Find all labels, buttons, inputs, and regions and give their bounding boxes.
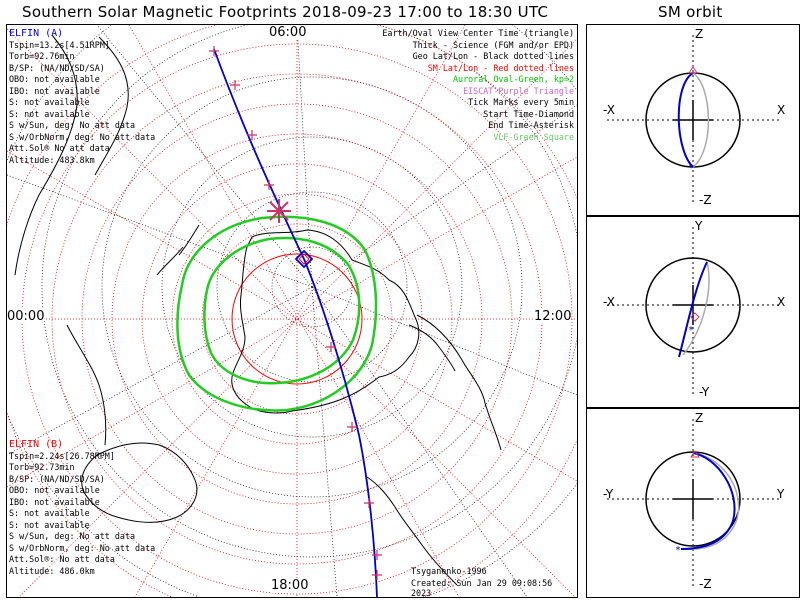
elfin-b-name: ELFIN (B) <box>9 439 64 450</box>
footprint-map <box>7 25 577 597</box>
elfin-b-info-line: S: not available <box>9 508 90 518</box>
elfin-a-info-line: S w/OrbNorm, deg: No att data <box>9 131 156 142</box>
track-tick-mark <box>347 422 357 432</box>
track-tick-mark <box>372 550 382 560</box>
svg-text:*: * <box>675 545 681 556</box>
footprint-map-panel: 06:00 00:00 12:00 18:00 Earth/Oval View … <box>6 24 578 598</box>
elfin-b-info-line: Torb=92.73min <box>9 462 75 472</box>
legend-item: Auroral Oval-Green, kp=2 <box>452 74 574 84</box>
orbit1-bottom-label: -Z <box>699 193 712 207</box>
orbit-panel-xy: * Y -Y -X X <box>586 216 800 408</box>
track-tick-mark <box>230 80 240 90</box>
time-label-top: 06:00 <box>269 25 307 40</box>
coastlines <box>14 34 502 586</box>
elfin-b-info-line: OBO: not available <box>9 485 100 495</box>
sm-latlon-grid <box>7 25 577 597</box>
orbit-panel-yz: * Z -Z -Y Y <box>586 408 800 598</box>
orbit2-top-label: Y <box>695 219 703 233</box>
svg-text:*: * <box>688 163 694 174</box>
end-time-asterisk-icon <box>267 199 291 223</box>
elfin-a-info-line: Altitude: 483.8km <box>9 154 95 165</box>
elfin-a-info-line: S: not available <box>9 108 90 119</box>
legend-item: End Time-Asterisk <box>488 120 574 130</box>
time-label-bottom: 18:00 <box>271 578 309 593</box>
orbit3-bottom-label: -Z <box>699 577 712 591</box>
geo-latlon-grid <box>7 25 577 597</box>
orbit-panel-xz: * Z -Z -X X <box>586 24 800 216</box>
orbit-plot-xz: * <box>607 35 779 205</box>
orbit-plot-xy: * <box>607 227 779 397</box>
elfin-a-name: ELFIN (A) <box>9 28 64 39</box>
track-tick-mark <box>326 342 336 352</box>
track-tick-mark <box>364 498 374 508</box>
elfin-a-info-line: S: not available <box>9 97 90 107</box>
track-tick-mark <box>247 130 257 140</box>
track-tick-mark <box>372 570 382 580</box>
elfin-b-info-line: Att.Sol®: No att data <box>9 554 115 564</box>
model-label: Tsyganenko-1996 <box>411 566 487 576</box>
legend-item: Earth/Oval View Center Time (triangle) <box>382 28 574 38</box>
legend-item: SM Lat/Lon - Red dotted lines <box>427 62 574 73</box>
elfin-b-info-line: Altitude: 486.0km <box>9 565 95 576</box>
legend-item: Thick - Science (FGM and/or EPD) <box>412 39 574 50</box>
map-legend: Earth/Oval View Center Time (triangle) Th… <box>382 28 574 143</box>
orbit1-right-label: X <box>777 103 786 117</box>
elfin-a-info-line: S w/Sun, deg: No att data <box>9 120 136 130</box>
elfin-a-track <box>209 46 382 597</box>
orbit-plot-yz: * <box>607 419 779 589</box>
elfin-a-info-line: IBO: not available <box>9 85 100 96</box>
orbit2-bottom-label: -Y <box>699 385 710 399</box>
elfin-a-info-line: OBO: not available <box>9 74 100 84</box>
orbit3-top-label: Z <box>695 411 704 425</box>
elfin-b-info-line: S w/OrbNorm, deg: No att data <box>9 542 156 553</box>
elfin-b-info-line: S w/Sun, deg: No att data <box>9 531 136 541</box>
legend-item: VLF-Green Square <box>493 131 574 142</box>
time-label-left: 00:00 <box>7 309 45 324</box>
orbit1-top-label: Z <box>695 27 704 41</box>
sm-reference-circle <box>231 253 363 385</box>
orbit3-right-label: Y <box>777 487 785 501</box>
elfin-a-info: ELFIN (A) Tspin=13.2s[4.51RPM] Torb=92.76… <box>9 28 155 166</box>
orbit2-left-label: -X <box>603 295 615 309</box>
legend-item: Start Time-Diamond <box>483 108 574 119</box>
elfin-a-info-line: Att.Sol® No att data <box>9 143 110 153</box>
orbit3-left-label: -Y <box>603 487 614 501</box>
page-title: Southern Solar Magnetic Footprints 2018-… <box>22 3 549 21</box>
legend-item: Tick Marks every 5min <box>468 97 574 107</box>
track-line <box>213 48 378 597</box>
orbit2-right-label: X <box>777 295 786 309</box>
time-label-right: 12:00 <box>534 309 572 324</box>
legend-item: Geo Lat/Lon - Black dotted lines <box>412 51 574 61</box>
created-timestamp: Created: Sun Jan 29 09:08:56 2023 <box>411 578 553 598</box>
orbit1-left-label: -X <box>603 103 615 117</box>
auroral-oval <box>176 215 378 412</box>
track-tick-mark <box>264 180 274 190</box>
elfin-a-info-line: B/SP: (NA/ND/SD/SA) <box>9 62 105 73</box>
elfin-b-info: ELFIN (B) Tspin=2.24s[26.78RPM] Torb=92.7… <box>9 439 155 577</box>
elfin-a-info-line: Tspin=13.2s[4.51RPM] <box>9 39 110 50</box>
start-time-diamond-icon <box>294 249 314 269</box>
elfin-b-info-line: Tspin=2.24s[26.78RPM] <box>9 450 115 461</box>
svg-text:*: * <box>688 325 694 336</box>
elfin-b-info-line: S: not available <box>9 519 90 530</box>
track-tick-mark <box>209 46 219 56</box>
legend-item: EISCAT-Purple Triangle <box>463 85 574 96</box>
elfin-b-info-line: IBO: not available <box>9 496 100 507</box>
elfin-b-info-line: B/SP: (NA/ND/SD/SA) <box>9 473 105 484</box>
elfin-a-info-line: Torb=92.76min <box>9 51 75 61</box>
orbit-panel-title: SM orbit <box>658 3 723 21</box>
